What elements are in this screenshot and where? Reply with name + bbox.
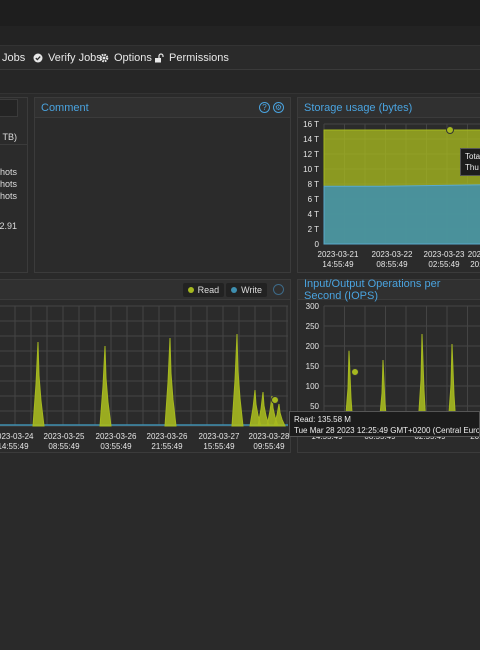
rw-read-spike	[32, 341, 45, 427]
permissions-button[interactable]: Permissions	[154, 46, 229, 70]
summary-line-1: hots	[0, 167, 17, 177]
storage-used-area	[323, 184, 480, 245]
rw-x-tick: 03:55:49	[100, 442, 132, 451]
storage-title: Storage usage (bytes)	[304, 101, 413, 114]
readwrite-panel-header: Read Write	[0, 280, 290, 300]
sub-toolbar	[0, 70, 480, 94]
rw-x-tick: 2023-03-28	[249, 432, 290, 441]
jobs-button[interactable]: Jobs	[2, 46, 25, 70]
read-dot-icon	[187, 286, 194, 293]
question-icon[interactable]: ?	[259, 102, 270, 113]
options-label: Options	[114, 52, 152, 64]
breadcrumb-bar	[0, 26, 480, 46]
comment-title: Comment	[41, 101, 89, 114]
iops-y-tick: 150	[306, 362, 320, 371]
summary-line-2: hots	[0, 179, 17, 189]
rw-x-tick: 09:55:49	[253, 442, 285, 451]
rw-read-spike	[99, 345, 112, 427]
legend-write-button[interactable]: Write	[226, 282, 267, 297]
storage-x-tick: 2023-03-21	[318, 250, 359, 259]
rw-x-tick: 2023-03-26	[96, 432, 137, 441]
verify-jobs-button[interactable]: Verify Jobs	[33, 46, 102, 70]
storage-tooltip: Tota Thu	[460, 148, 480, 176]
rw-read-spike	[164, 337, 177, 427]
readwrite-panel: Read Write 2023-03-2414:55:492023-03-250…	[0, 279, 291, 453]
iops-y-tick: 300	[306, 302, 320, 311]
iops-y-tick: 200	[306, 342, 320, 351]
summary-divider	[0, 144, 27, 145]
options-button[interactable]: Options	[99, 46, 152, 70]
iops-y-tick: 100	[306, 382, 320, 391]
storage-y-tick: 8 T	[308, 180, 320, 189]
permissions-label: Permissions	[169, 52, 229, 64]
storage-y-tick: 2 T	[308, 225, 320, 234]
gear-icon[interactable]: ⚙	[273, 102, 284, 113]
rw-x-tick: 2023-03-24	[0, 432, 34, 441]
check-circle-icon	[33, 53, 43, 63]
rw-read-spike	[257, 391, 270, 427]
readwrite-tooltip-value: Read: 135.58 M	[294, 415, 351, 424]
legend-read-button[interactable]: Read	[182, 282, 225, 297]
gear-icon	[99, 53, 109, 63]
storage-x-tick: 2023-03-22	[372, 250, 413, 259]
storage-panel-header: Storage usage (bytes)	[298, 98, 480, 118]
rw-hover-point	[271, 396, 279, 404]
rw-x-tick: 08:55:49	[48, 442, 80, 451]
toolbar: Jobs Verify Jobs Options Permissions	[0, 46, 480, 70]
rw-x-tick: 21:55:49	[151, 442, 183, 451]
rw-x-tick: 2023-03-27	[199, 432, 240, 441]
iops-title: Input/Output Operations per Second (IOPS…	[304, 277, 441, 302]
rw-x-tick: 15:55:49	[203, 442, 235, 451]
top-bar	[0, 0, 480, 26]
summary-line-3: hots	[0, 191, 17, 201]
jobs-label: Jobs	[2, 52, 26, 64]
storage-y-tick: 4 T	[308, 210, 320, 219]
storage-x-tick: 2023-03-23	[424, 250, 465, 259]
rw-read-spike	[231, 333, 244, 427]
summary-size: 2 TB)	[0, 132, 17, 142]
storage-y-tick: 10 T	[303, 165, 319, 174]
storage-hover-point	[446, 126, 454, 134]
storage-tooltip-line-2: Thu	[465, 163, 479, 172]
legend-read-label: Read	[197, 284, 220, 295]
readwrite-tooltip: Read: 135.58 M Tue Mar 28 2023 12:25:49 …	[289, 411, 480, 437]
comment-panel-header: Comment ? ⚙	[35, 98, 290, 118]
storage-y-tick: 12 T	[303, 150, 319, 159]
storage-tooltip-line-1: Tota	[465, 152, 480, 161]
storage-panel: Storage usage (bytes) 0 2 T 4 T 6 T 8 T 10 T 1…	[297, 97, 480, 273]
legend-write-label: Write	[241, 284, 262, 295]
iops-y-tick: 50	[310, 402, 319, 411]
rw-x-tick: 2023-03-26	[147, 432, 188, 441]
storage-y-tick: 0	[315, 240, 320, 249]
readwrite-tooltip-date: Tue Mar 28 2023 12:25:49 GMT+0200 (Centr…	[294, 426, 480, 435]
verify-jobs-label: Verify Jobs	[48, 52, 102, 64]
storage-y-tick: 14 T	[303, 135, 319, 144]
unlock-icon	[154, 53, 164, 63]
settings-icon[interactable]	[273, 284, 284, 295]
storage-x-tick: 08:55:49	[376, 260, 408, 269]
summary-header-field	[0, 99, 18, 117]
summary-panel: 2 TB) hots hots hots 2.91	[0, 97, 28, 273]
comment-panel: Comment ? ⚙	[34, 97, 291, 273]
rw-x-tick: 14:55:49	[0, 442, 29, 451]
storage-chart: 0 2 T 4 T 6 T 8 T 10 T 12 T 14 T 16 T 2023-03-211…	[303, 120, 480, 269]
storage-y-tick: 6 T	[308, 195, 320, 204]
storage-x-tick: 02:55:49	[428, 260, 460, 269]
iops-hover-point	[351, 368, 359, 376]
iops-y-tick: 250	[306, 322, 320, 331]
rw-x-tick: 2023-03-25	[44, 432, 85, 441]
summary-value: 2.91	[0, 221, 17, 231]
storage-x-tick: 14:55:49	[322, 260, 354, 269]
rw-read-spike	[273, 403, 286, 427]
write-dot-icon	[231, 286, 238, 293]
storage-x-tick: 2023-	[468, 250, 480, 259]
storage-x-tick: 20:5	[470, 260, 480, 269]
iops-panel-header: Input/Output Operations per Second (IOPS…	[298, 277, 480, 302]
storage-y-tick: 16 T	[303, 120, 319, 129]
